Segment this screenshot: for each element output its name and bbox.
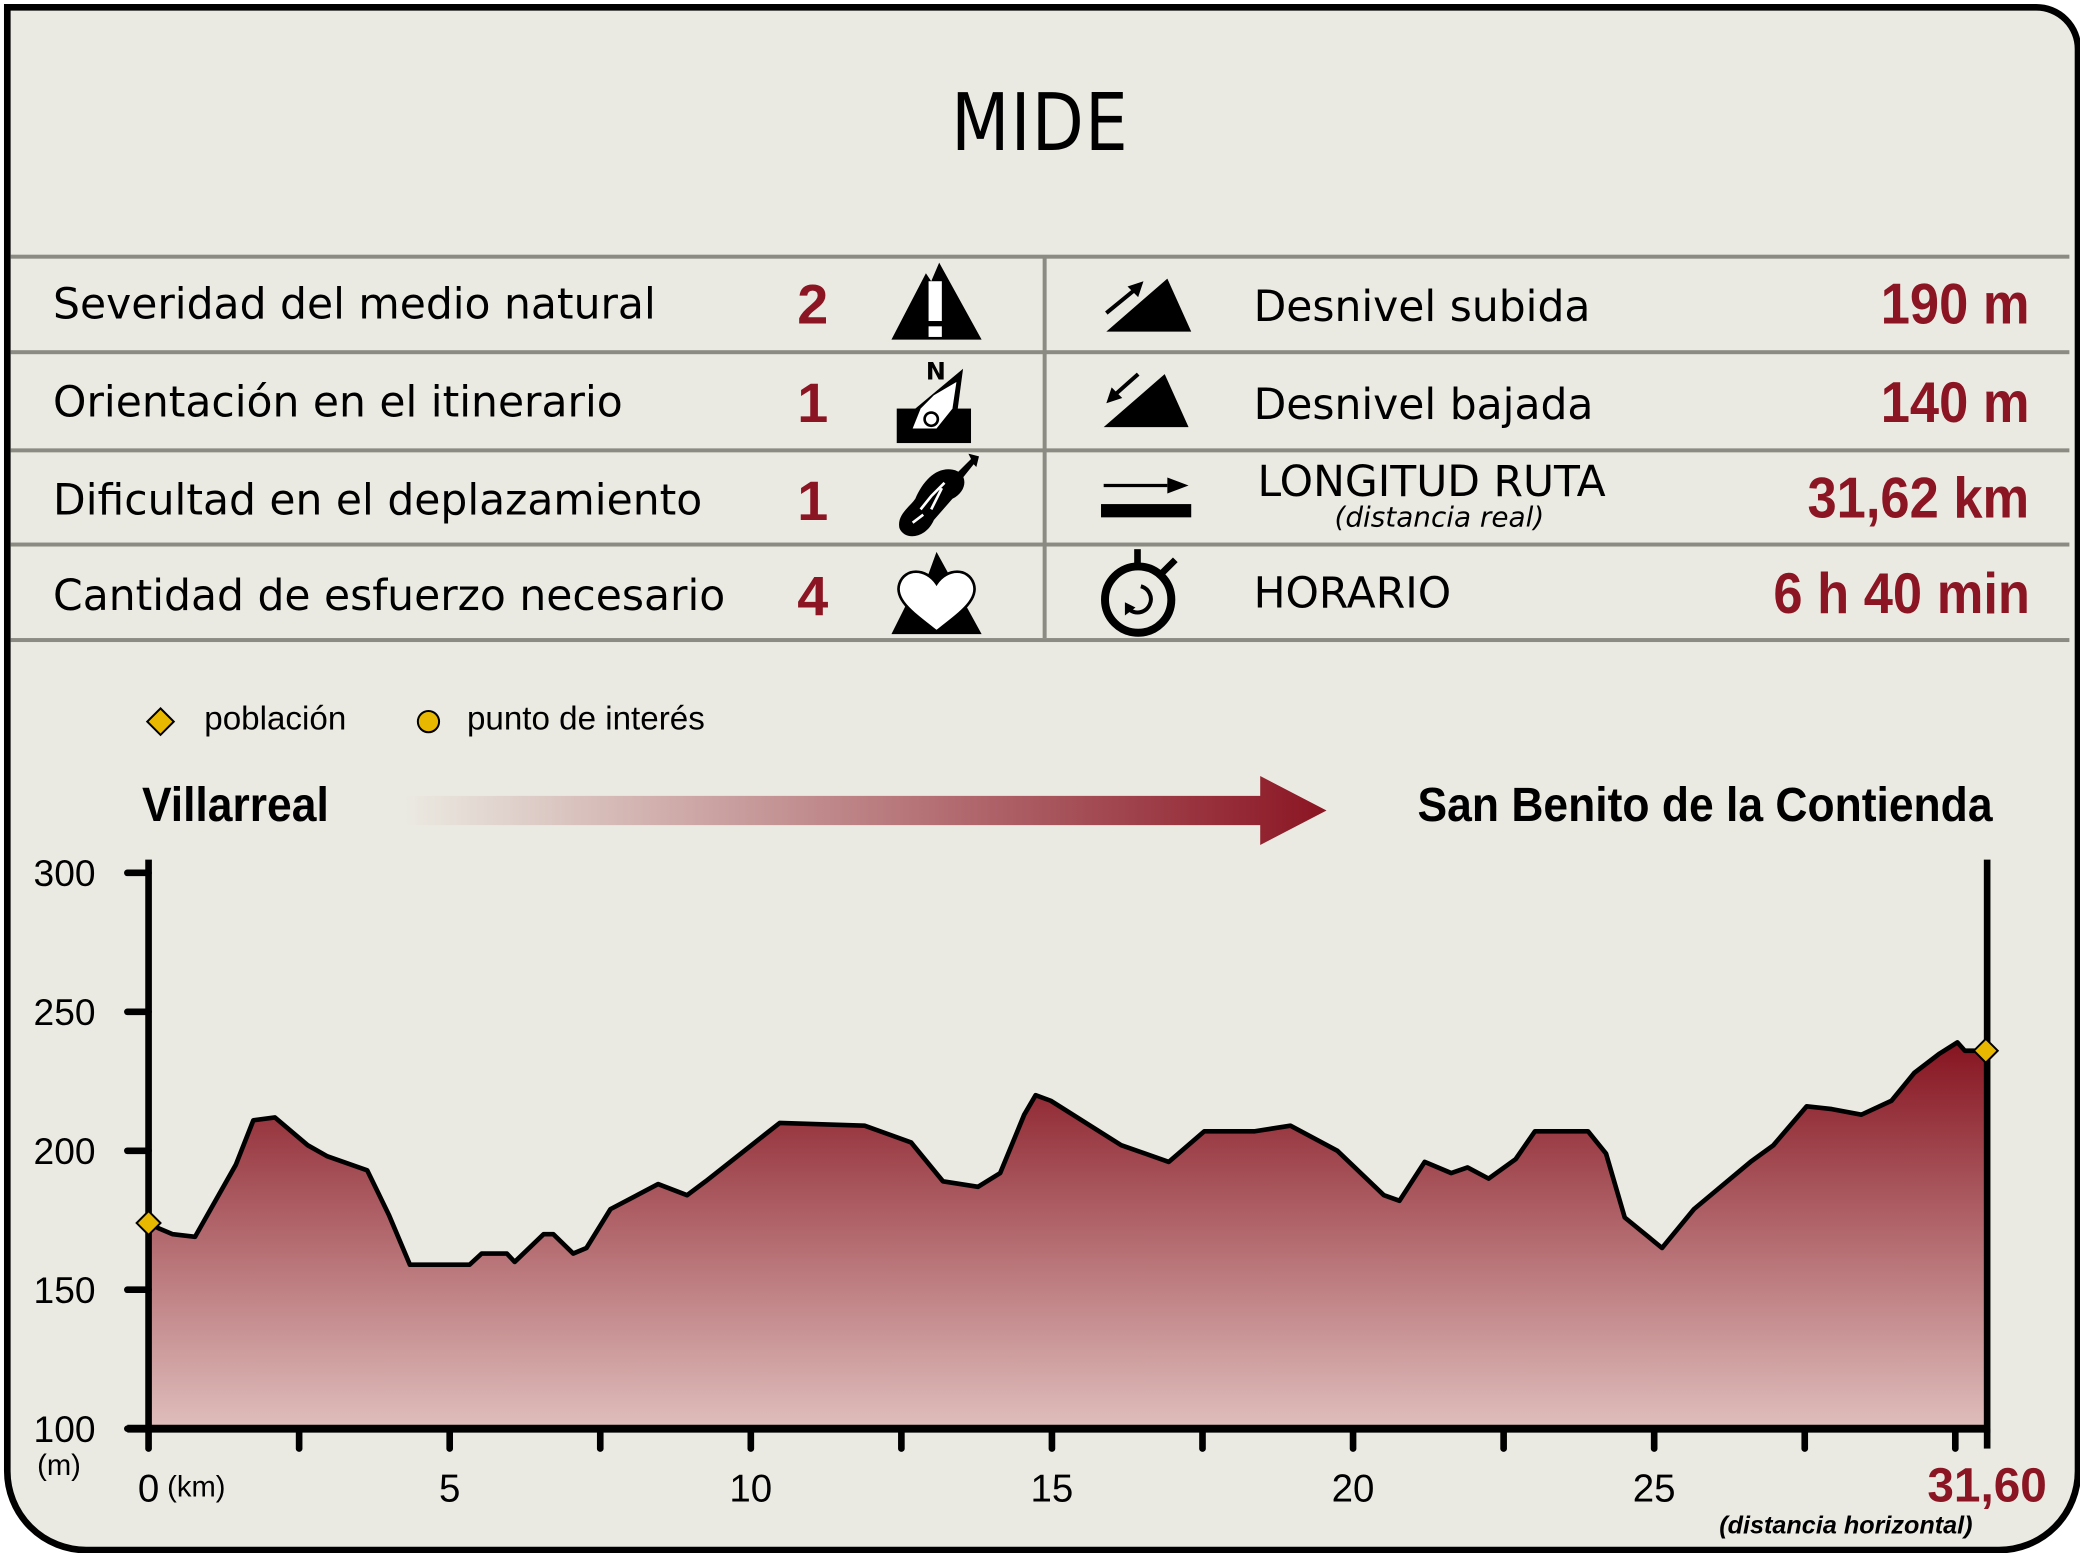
svg-text:N: N (926, 357, 946, 385)
page-title: MIDE (951, 76, 1129, 170)
time-label: HORARIO (1253, 567, 1452, 619)
warning-mountain-icon (891, 262, 982, 340)
descent-icon (1103, 372, 1189, 428)
x-end-note: (distancia horizontal) (1719, 1511, 1972, 1539)
stopwatch-icon (1101, 549, 1178, 637)
effort-value: 4 (797, 565, 829, 628)
length-value: 31,62 km (1807, 466, 2030, 531)
start-place: Villarreal (141, 777, 329, 832)
heart-mountain-icon (891, 551, 982, 635)
divider (10, 542, 2070, 547)
poi-marker-icon (416, 710, 441, 734)
ascent-icon (1105, 278, 1192, 332)
town-marker (135, 1209, 162, 1237)
ascent-label: Desnivel subida (1253, 281, 1591, 332)
difficulty-label: Dificultad en el deplazamiento (53, 474, 703, 526)
legend-town: población (204, 700, 347, 738)
length-sublabel: (distancia real) (1334, 501, 1545, 534)
y-tick-label: 300 (34, 852, 96, 894)
divider (10, 350, 2070, 355)
effort-label: Cantidad de esfuerzo necesario (53, 570, 726, 621)
distance-icon (1101, 477, 1192, 518)
end-place: San Benito de la Contienda (1417, 777, 1993, 832)
divider (10, 254, 2070, 259)
x-end-label: 31,60 (1927, 1460, 2047, 1513)
x-tick-label: 20 (1332, 1468, 1375, 1511)
x-tick-label: 15 (1031, 1468, 1074, 1511)
severity-label: Severidad del medio natural (53, 278, 656, 329)
severity-value: 2 (797, 273, 829, 336)
ascent-value: 190 m (1880, 273, 2030, 337)
length-label: LONGITUD RUTA (1257, 456, 1606, 507)
descent-value: 140 m (1880, 371, 2030, 436)
x-unit-label: (km) (167, 1471, 225, 1503)
profile-line (147, 1040, 1986, 1268)
y-tick-label: 150 (34, 1269, 96, 1311)
direction-arrow-icon (403, 776, 1327, 845)
legend-poi: punto de interés (466, 700, 705, 738)
descent-label: Desnivel bajada (1253, 379, 1594, 430)
town-marker (1972, 1037, 2000, 1065)
boot-sole-icon (899, 453, 979, 537)
y-tick-label: 100 (34, 1408, 96, 1450)
divider (10, 638, 2070, 643)
profile-area (148, 1042, 1986, 1429)
x-tick-label: 25 (1633, 1468, 1676, 1511)
time-value: 6 h 40 min (1772, 562, 2030, 627)
town-marker-icon (145, 706, 176, 737)
orientation-label: Orientación en el itinerario (53, 376, 623, 428)
y-tick-label: 200 (34, 1130, 96, 1172)
x-tick-label: 10 (729, 1468, 772, 1511)
x-tick-label: 0 (138, 1468, 159, 1511)
divider (10, 448, 2070, 453)
orientation-value: 1 (797, 371, 829, 434)
y-unit-label: (m) (37, 1450, 81, 1482)
difficulty-value: 1 (797, 469, 829, 532)
compass-orientation-icon: N (896, 357, 972, 444)
x-tick-label: 5 (439, 1468, 460, 1511)
divider (1042, 257, 1047, 639)
y-tick-label: 250 (34, 991, 96, 1033)
